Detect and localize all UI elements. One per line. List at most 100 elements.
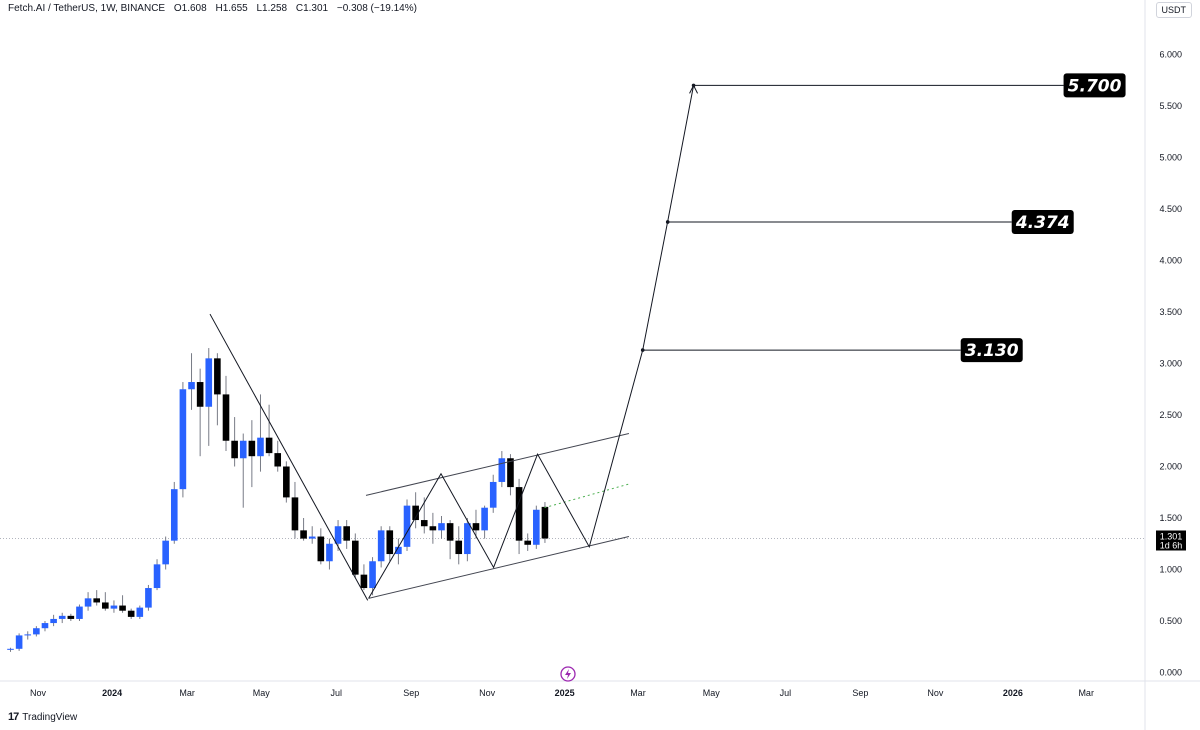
candle-body xyxy=(533,509,540,545)
candle-body xyxy=(498,458,506,482)
x-tick-label: May xyxy=(253,688,271,698)
y-tick-label: 6.000 xyxy=(1159,50,1182,60)
candle-body xyxy=(196,382,204,407)
candle-body xyxy=(291,497,299,531)
ohlc-high: H1.655 xyxy=(215,3,248,14)
x-tick-label: Mar xyxy=(179,688,195,698)
candle-body xyxy=(231,440,238,459)
candle-body xyxy=(420,520,428,527)
lightning-icon[interactable] xyxy=(560,666,576,682)
x-tick-label: 2025 xyxy=(555,688,575,698)
last-price-countdown: 1d 6h xyxy=(1160,540,1183,550)
candle-body xyxy=(110,605,118,609)
target-label: 5.700 xyxy=(1068,76,1122,96)
target-anchor-dot xyxy=(665,220,670,224)
y-tick-label: 3.000 xyxy=(1159,359,1182,369)
candle-body xyxy=(41,623,49,629)
candle-body xyxy=(455,540,463,555)
candle-body xyxy=(438,523,445,531)
y-tick-label: 0.000 xyxy=(1159,668,1182,678)
symbol-title[interactable]: Fetch.AI / TetherUS, 1W, BINANCE xyxy=(8,3,166,14)
y-tick-label: 5.500 xyxy=(1159,101,1182,111)
candle-body xyxy=(489,481,497,508)
candle-body xyxy=(179,389,187,490)
target-label-box xyxy=(1011,209,1074,234)
y-tick-label: 3.500 xyxy=(1159,307,1182,317)
descending-trendline xyxy=(209,313,369,601)
price-path xyxy=(368,85,695,599)
currency-button[interactable]: USDT xyxy=(1155,2,1192,18)
candle-body xyxy=(239,440,247,459)
candle-body xyxy=(93,598,100,603)
ohlc-open: O1.608 xyxy=(173,3,207,14)
y-tick-label: 5.000 xyxy=(1159,153,1182,163)
x-tick-label: Nov xyxy=(479,688,496,698)
candle-body xyxy=(541,506,549,539)
candle-body xyxy=(102,602,109,609)
candle-body xyxy=(308,536,316,539)
target-label-box xyxy=(960,338,1023,363)
y-tick-label: 0.500 xyxy=(1159,616,1182,626)
candle-body xyxy=(283,466,290,498)
x-tick-label: Nov xyxy=(927,688,944,698)
x-tick-label: Mar xyxy=(630,688,646,698)
candle-body xyxy=(377,530,385,562)
candle-body xyxy=(136,607,144,617)
candle-body xyxy=(222,394,230,441)
x-tick-label: 2026 xyxy=(1003,688,1023,698)
x-tick-label: May xyxy=(703,688,721,698)
candle-body xyxy=(317,536,325,562)
candle-body xyxy=(127,610,135,617)
x-tick-label: Jul xyxy=(330,688,342,698)
candle-body xyxy=(50,618,57,624)
candles-group xyxy=(7,348,549,652)
candle-body xyxy=(119,605,126,611)
target-label-box xyxy=(1063,73,1126,98)
candle-body xyxy=(395,546,402,555)
candle-body xyxy=(170,489,178,541)
target-anchor-dot xyxy=(640,348,645,352)
candle-body xyxy=(507,458,514,488)
target-anchor-dot xyxy=(691,83,696,88)
tradingview-logo-icon: 17 xyxy=(8,711,19,723)
candle-body xyxy=(472,523,480,531)
x-tick-label: Sep xyxy=(852,688,868,698)
last-price-value: 1.301 xyxy=(1160,531,1183,541)
y-tick-label: 1.500 xyxy=(1159,513,1182,523)
last-price-badge xyxy=(1156,530,1186,551)
tradingview-branding[interactable]: 17 TradingView xyxy=(8,711,77,723)
candle-body xyxy=(214,358,221,395)
x-tick-label: Mar xyxy=(1078,688,1094,698)
candle-body xyxy=(334,526,342,544)
candle-body xyxy=(248,440,256,457)
candle-body xyxy=(205,358,213,407)
candle-body xyxy=(524,540,531,545)
candle-body xyxy=(464,523,471,555)
candle-body xyxy=(188,382,195,390)
candle-body xyxy=(326,543,333,562)
candle-body xyxy=(360,574,368,589)
y-tick-label: 1.000 xyxy=(1159,565,1182,575)
lightning-icon-ring xyxy=(560,666,576,682)
candle-body xyxy=(76,606,83,619)
candle-body xyxy=(446,523,454,541)
candle-body xyxy=(481,507,488,531)
candle-body xyxy=(58,615,66,619)
y-tick-label: 2.500 xyxy=(1159,410,1182,420)
channel-mid xyxy=(544,483,630,509)
candle-body xyxy=(84,598,92,607)
channel-upper xyxy=(365,433,630,496)
candle-body xyxy=(257,437,264,457)
channel-lower xyxy=(368,536,630,599)
candle-body xyxy=(515,487,523,541)
y-tick-label: 2.000 xyxy=(1159,462,1182,472)
lightning-icon-bolt xyxy=(565,669,571,679)
target-label: 4.374 xyxy=(1015,213,1070,233)
target-label: 3.130 xyxy=(965,341,1019,361)
candle-body xyxy=(343,526,350,541)
candle-body xyxy=(15,635,23,649)
candle-body xyxy=(429,526,437,531)
candle-body xyxy=(412,505,419,521)
ohlc-change: −0.308 (−19.14%) xyxy=(336,3,417,14)
